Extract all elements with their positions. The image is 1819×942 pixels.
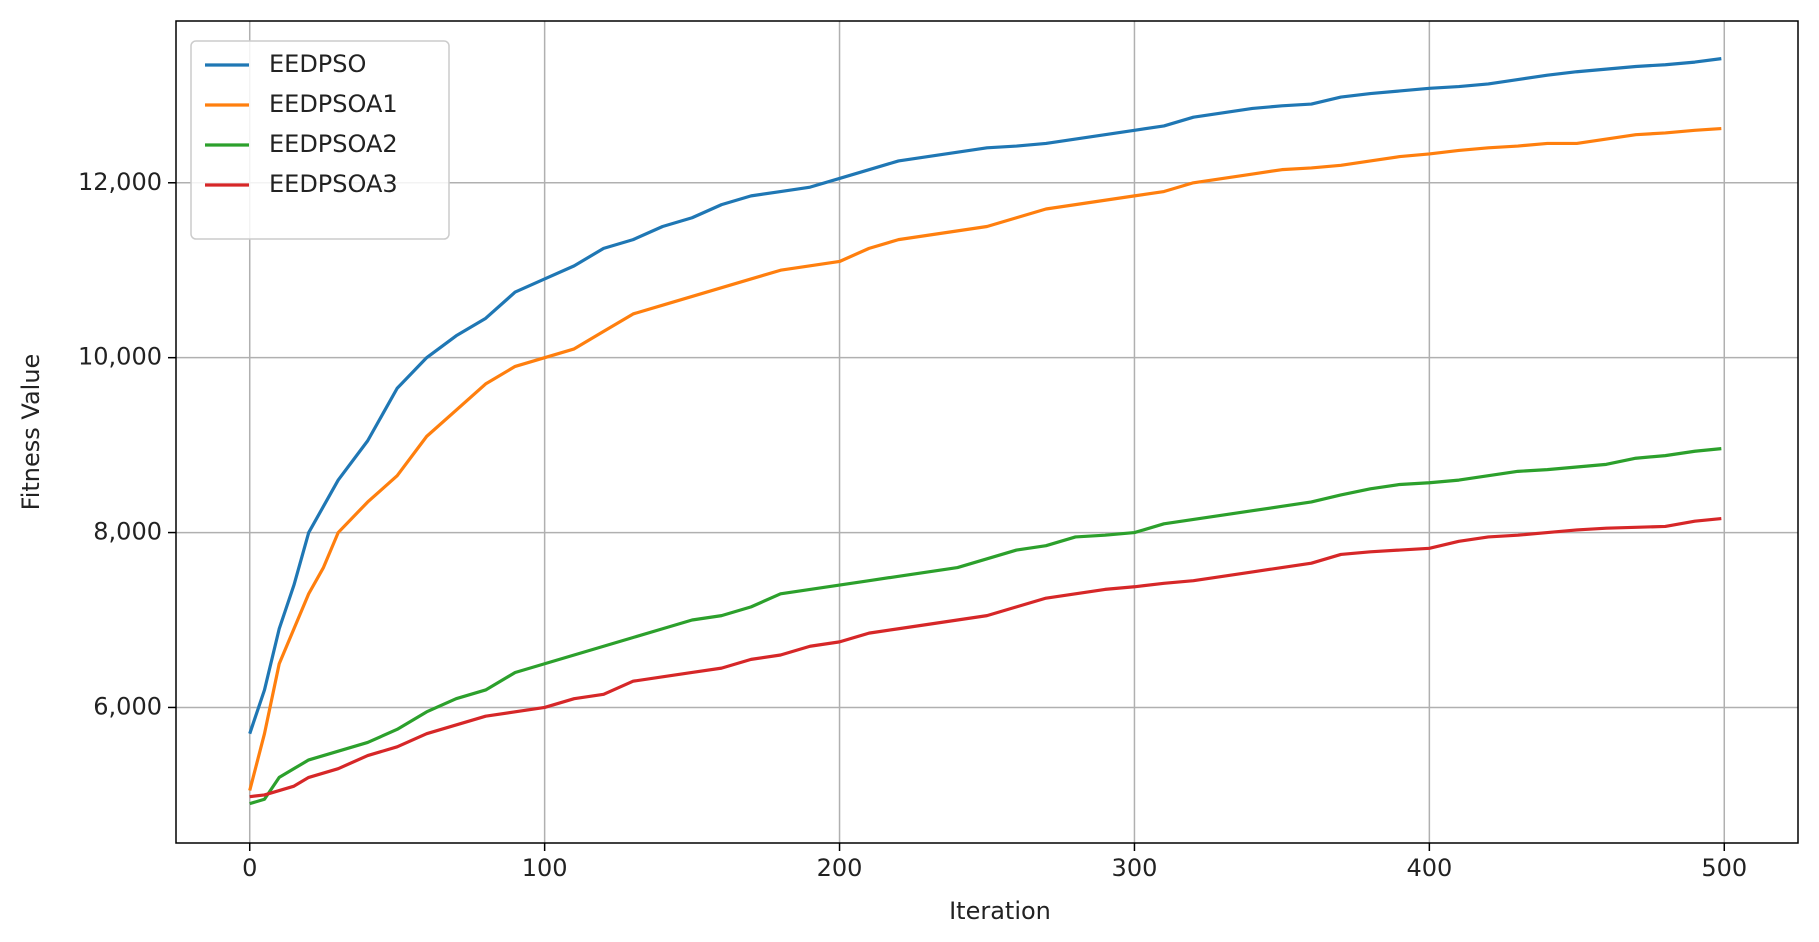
y-axis-label: Fitness Value [17,354,45,511]
series-line [249,516,1722,799]
x-tick-label: 400 [1406,854,1452,882]
x-tick-label: 500 [1701,854,1747,882]
y-tick-label: 12,000 [78,168,162,196]
y-tick-label: 6,000 [93,692,162,720]
legend-label: EEDPSOA2 [269,130,398,158]
x-tick-label: 200 [817,854,863,882]
legend-box [190,40,450,240]
x-tick-label: 100 [522,854,568,882]
series-line [248,57,1722,735]
y-tick-label: 8,000 [93,518,162,546]
y-tick-label: 10,000 [78,343,162,371]
x-axis-label: Iteration [949,897,1051,925]
series-line [249,447,1722,806]
series-line [248,126,1722,791]
x-tick-label: 300 [1112,854,1158,882]
legend-label: EEDPSOA1 [269,90,398,118]
x-tick-label: 0 [242,854,257,882]
legend: EEDPSO EEDPSOA1 EEDPSOA2 EEDPSOA3 [190,40,450,240]
plot-frame [175,20,1799,844]
legend-label: EEDPSO [269,50,366,78]
legend-label: EEDPSOA3 [269,170,398,198]
